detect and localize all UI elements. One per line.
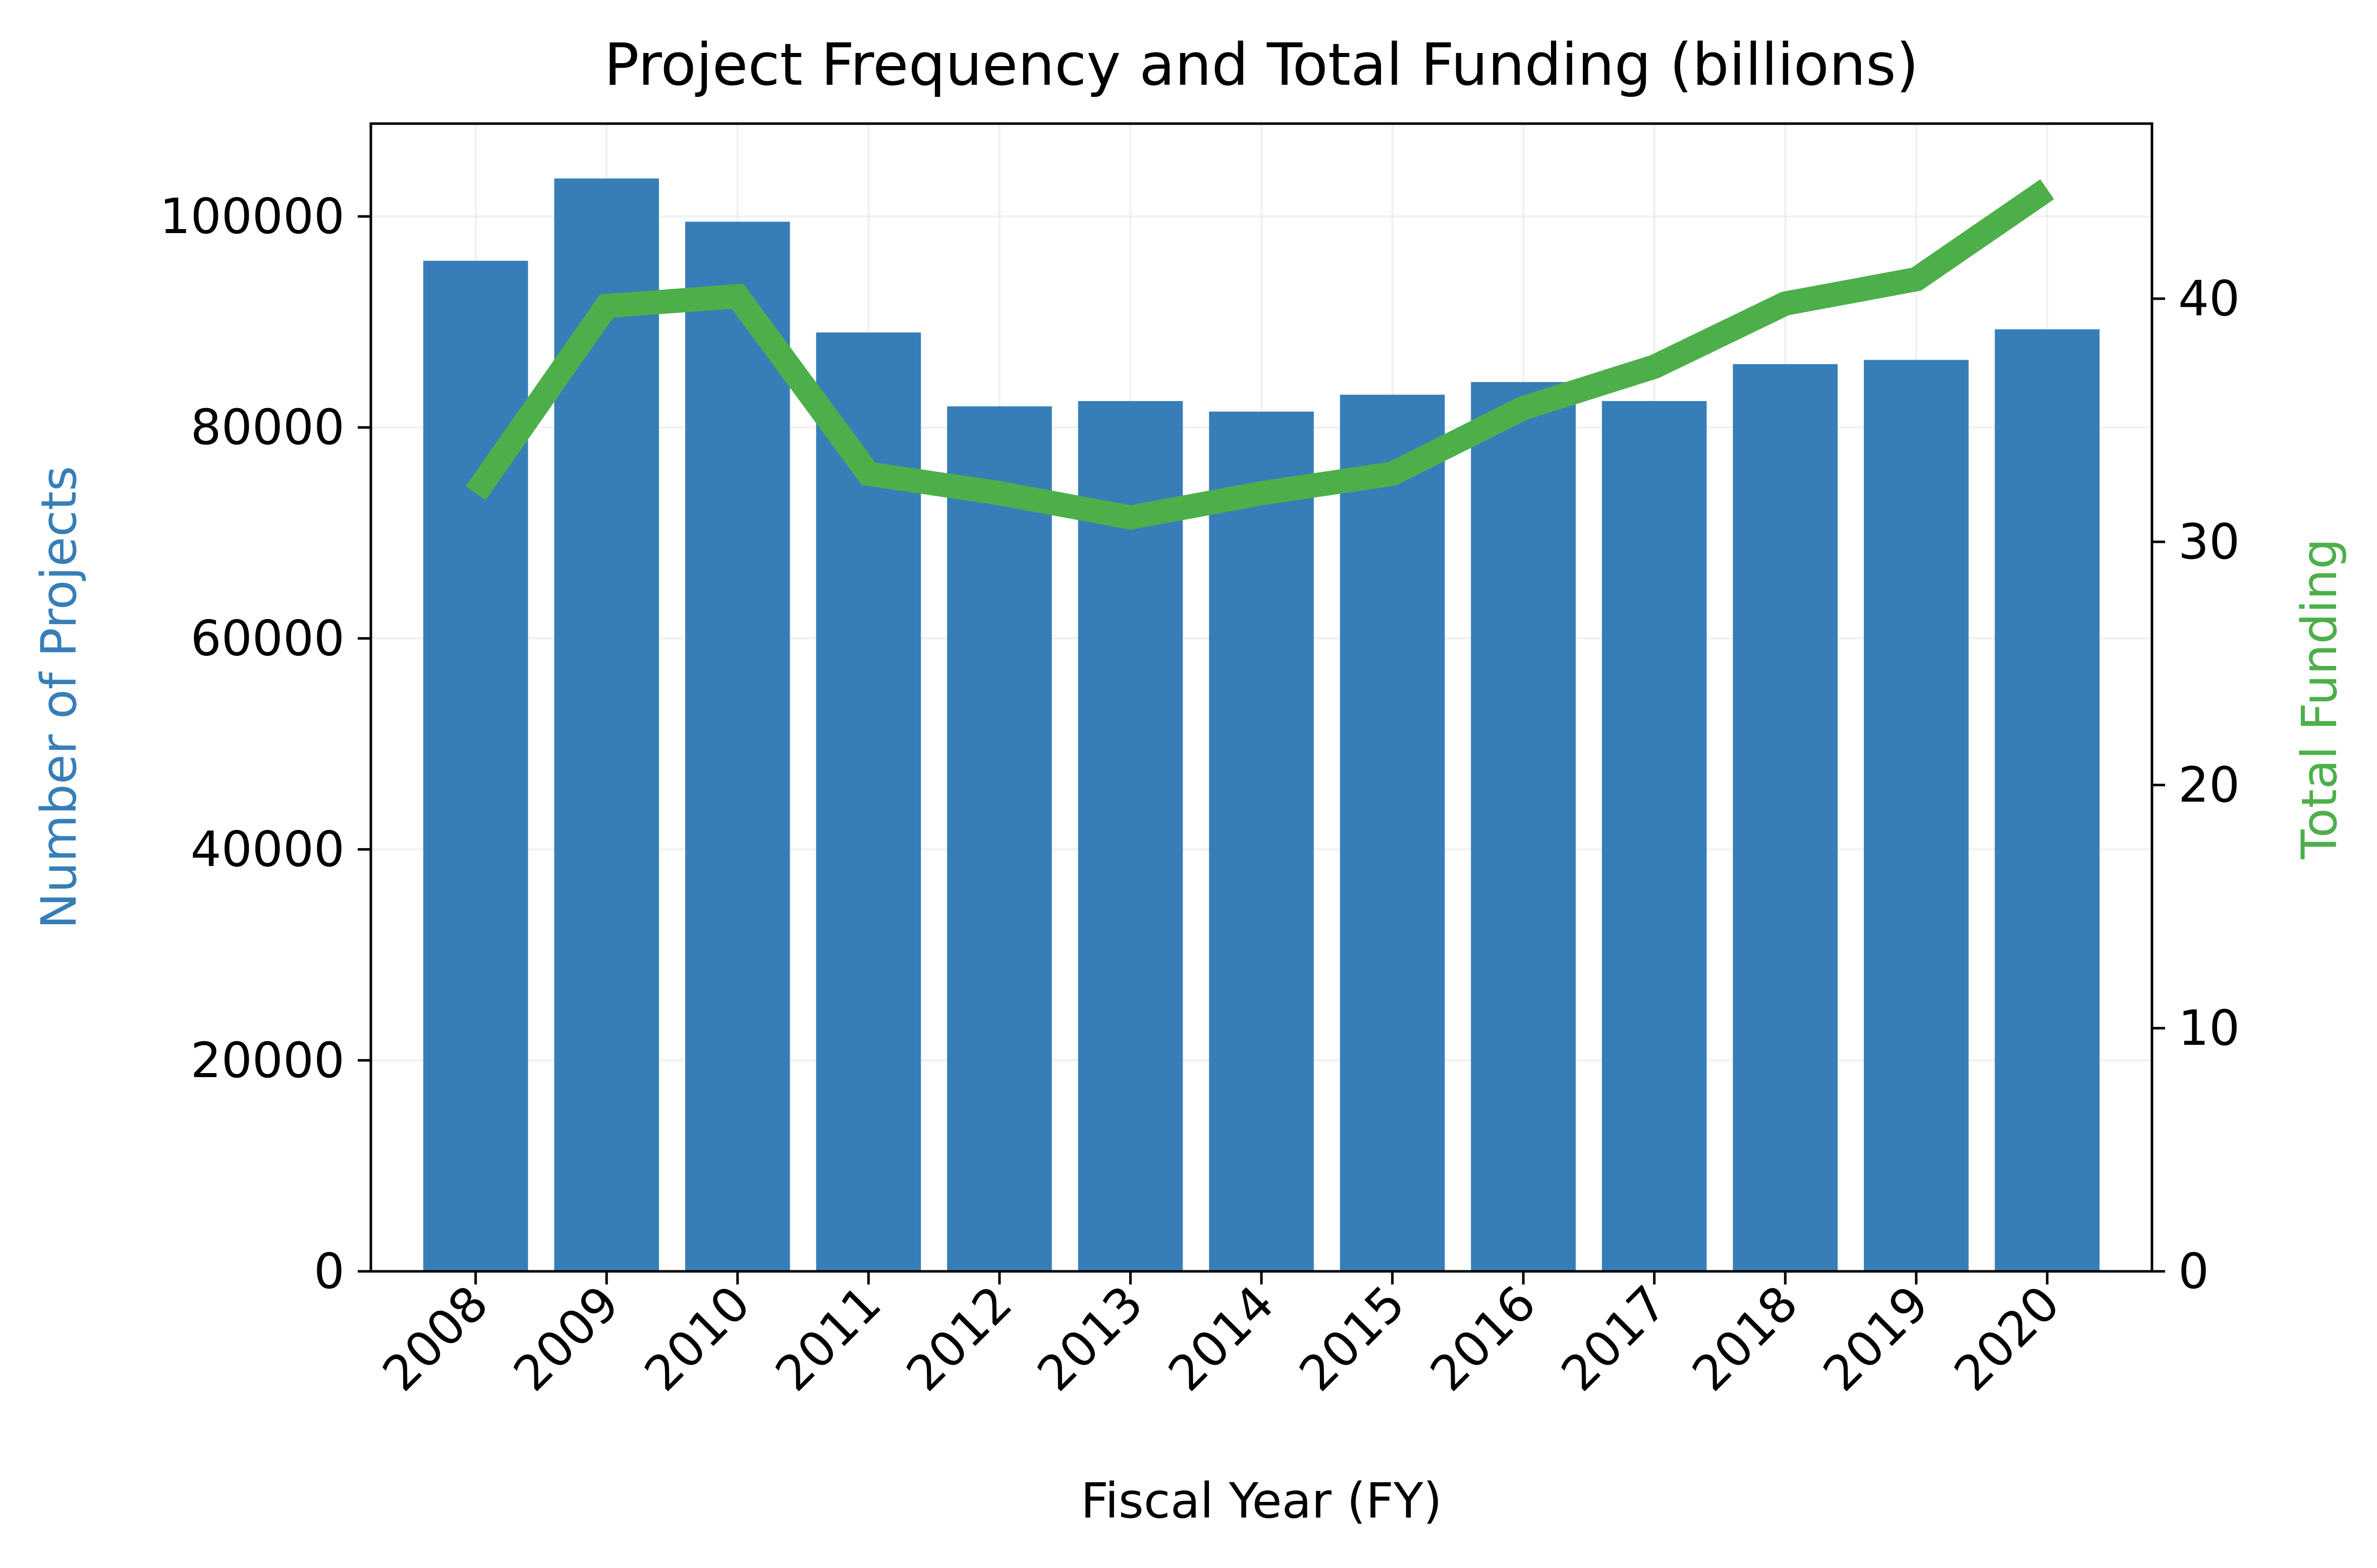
bar-2010	[685, 221, 790, 1271]
bar-2015	[1340, 395, 1445, 1271]
funding-line-series	[465, 179, 2054, 530]
bar-series	[423, 178, 2100, 1272]
y2-tick-label: 30	[2178, 514, 2240, 570]
x-tick-label: 2013	[1027, 1275, 1154, 1402]
bar-2020	[1995, 329, 2100, 1271]
bar-2016	[1471, 382, 1576, 1271]
y-tick-label: 80000	[191, 399, 345, 456]
y-tick-label: 0	[314, 1243, 345, 1300]
x-tick-label: 2019	[1812, 1275, 1940, 1402]
y-tick-label: 20000	[191, 1032, 345, 1089]
x-tick-label: 2020	[1944, 1275, 2071, 1402]
x-tick-label: 2012	[896, 1275, 1023, 1402]
bar-2014	[1209, 411, 1314, 1271]
bar-2013	[1078, 401, 1183, 1271]
x-tick-label: 2011	[765, 1275, 892, 1402]
y-tick-label: 60000	[191, 610, 345, 666]
bar-2017	[1601, 401, 1707, 1271]
x-tick-label: 2008	[372, 1275, 499, 1402]
x-tick-label: 2018	[1682, 1275, 1809, 1402]
x-tick-label: 2014	[1157, 1275, 1285, 1402]
y2-tick-label: 40	[2178, 270, 2240, 327]
chart-title: Project Frequency and Total Funding (bil…	[604, 31, 1918, 99]
y-axis-label-left: Number of Projects	[31, 466, 87, 929]
y2-tick-label: 0	[2178, 1243, 2209, 1300]
bar-2019	[1863, 360, 1969, 1271]
x-axis-label: Fiscal Year (FY)	[1081, 1473, 1442, 1529]
x-tick-label: 2015	[1289, 1275, 1416, 1402]
bar-2008	[423, 260, 528, 1271]
y-tick-label: 40000	[191, 821, 345, 878]
x-tick-label: 2016	[1419, 1275, 1546, 1402]
funding-line	[465, 179, 2054, 530]
y-tick-label: 100000	[160, 188, 345, 245]
bar-2012	[947, 406, 1052, 1272]
x-tick-label: 2017	[1551, 1275, 1678, 1402]
x-tick-label: 2009	[503, 1275, 630, 1402]
text-layer: Project Frequency and Total Funding (bil…	[31, 31, 2348, 1529]
y-axis-label-right: Total Funding	[2291, 538, 2348, 860]
x-tick-label: 2010	[634, 1275, 761, 1402]
y2-tick-label: 20	[2178, 757, 2240, 813]
y2-tick-label: 10	[2178, 1000, 2240, 1056]
bar-2018	[1733, 364, 1838, 1271]
